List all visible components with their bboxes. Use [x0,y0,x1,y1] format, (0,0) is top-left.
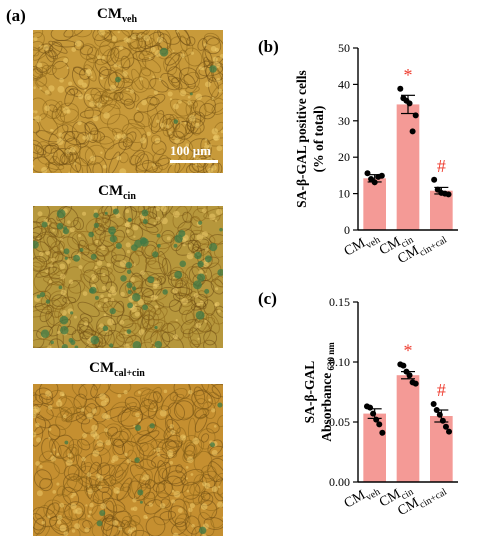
micrograph-texture [33,384,223,536]
y-tick-label: 50 [338,41,350,55]
bar [396,375,420,482]
error-bar [434,186,449,195]
micrograph-title-sub: veh [122,14,137,25]
y-tick-label: 0 [344,223,350,237]
panel-letter: (c) [258,290,277,308]
error-bar [401,370,415,380]
data-point [378,172,385,179]
svg-text:SA-β-GAL positive cells: SA-β-GAL positive cells [294,70,309,208]
micrograph-cal-cin [33,384,223,536]
data-point [431,176,438,183]
x-tick-label: CMcin+cal [395,228,449,269]
bar [430,190,453,230]
data-point [445,191,452,198]
micrograph-veh [33,30,223,173]
data-point [442,423,449,430]
y-tick-label: 30 [338,114,350,128]
data-point [412,380,419,387]
micrograph-texture [33,30,223,173]
significance-star: * [404,65,413,85]
y-tick-label: 10 [338,187,350,201]
y-tick-label: 20 [338,150,350,164]
y-axis-label: SA-β-GAL Absorbance 630 nm [302,342,336,442]
data-point [376,421,383,428]
significance-hash: # [437,156,446,176]
y-tick-label: 40 [338,77,350,91]
y-tick-label: 0.00 [329,475,350,489]
bar [363,413,386,482]
data-point [397,85,404,92]
bar [430,416,453,482]
svg-text:SA-β-GAL: SA-β-GAL [302,361,317,424]
error-bar [434,409,449,423]
axes [357,48,458,231]
panel-a-letter: (a) [6,6,26,25]
y-tick-label: 0.15 [329,295,350,309]
error-bar [367,174,382,183]
significance-star: * [404,340,413,360]
error-bar [367,408,382,419]
chart-b: (b) * #0 10 20 30 40 50 CMveh CMcin CMcin+cal SA-β-… [240,30,490,300]
svg-text:Absorbance 630 nm: Absorbance 630 nm [319,342,336,442]
chart-svg: (c)*#0.000.050.100.15CMvehCMcinCMcin+cal… [258,289,458,521]
svg-text:(% of total): (% of total) [311,106,326,173]
data-point [367,404,374,411]
x-tick-label: CMcin+cal [395,480,449,521]
panel-letter: (b) [258,37,279,56]
y-tick-label: 0.10 [329,355,350,369]
y-axis-label: SA-β-GAL positive cells (% of total) [294,70,326,208]
significance-hash: # [437,380,446,400]
data-point [446,428,453,435]
micrograph-texture [33,206,223,348]
micrograph-title-main: CM [98,183,124,199]
micrograph-title-sub: cin [123,191,136,202]
micrograph-cin [33,206,223,348]
micrograph-title-veh: CMveh [22,6,212,25]
chart-svg: (b)*#01020304050CMvehCMcinCMcin+calSA-β-… [258,37,458,269]
micrograph-title-sub: cal+cin [114,368,145,379]
micrograph-title-main: CM [89,360,115,376]
bar [363,178,386,230]
data-point [379,429,386,436]
micrograph-title-cal-cin: CMcal+cin [22,360,212,379]
scale-bar [170,160,218,163]
data-point [409,128,416,135]
data-point [364,170,371,177]
data-point [400,362,407,369]
micrograph-title-cin: CMcin [22,183,212,202]
axes [357,302,458,483]
bar [396,104,420,230]
error-bar [401,94,415,115]
scale-bar-label: 100 μm [170,143,211,158]
y-tick-label: 0.05 [329,415,350,429]
data-point [430,401,437,407]
chart-c: (c) * #0.00 0.05 0.10 0.15 CMveh CMcin CMcin+cal… [240,289,490,550]
micrograph-title-main: CM [97,6,122,22]
